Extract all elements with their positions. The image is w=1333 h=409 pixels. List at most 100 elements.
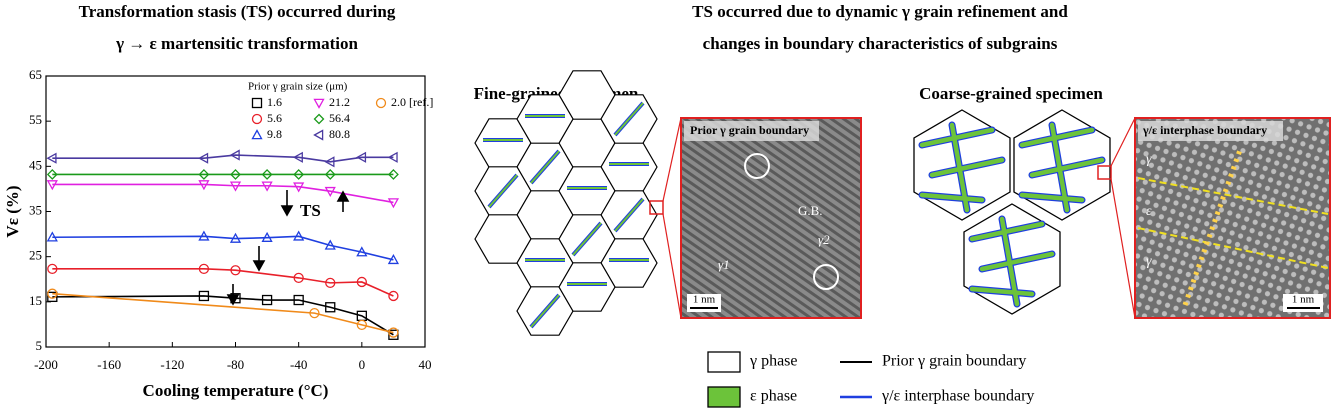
data-point (387, 169, 399, 180)
legend-label: 80.8 (329, 127, 350, 141)
series-line (52, 292, 394, 334)
annotation: TS (300, 201, 321, 220)
legend-label: 9.8 (267, 127, 282, 141)
data-point (293, 182, 305, 193)
data-point (293, 294, 304, 306)
data-point (325, 277, 336, 289)
scale-label: 1 nm (1292, 294, 1315, 306)
data-point (198, 290, 210, 302)
phase-legend: γ phase ε phase Prior γ grain boundary γ… (707, 351, 1034, 408)
series-line (52, 295, 394, 336)
y-tick-label: 25 (29, 248, 42, 263)
y-tick-label: 65 (29, 67, 42, 82)
legend-label: 56.4 (329, 111, 350, 125)
data-point (229, 232, 242, 243)
fine-tem-image: Prior γ grain boundary G.B. γ1 γ2 1 nm (680, 117, 862, 319)
data-point (47, 288, 58, 299)
chart-title: γ → ε martensitic transformation (115, 34, 358, 53)
data-point (198, 169, 210, 180)
legend-title: Prior γ grain size (μm) (248, 81, 348, 93)
data-point (324, 156, 335, 168)
data-point (46, 169, 58, 180)
data-point (292, 151, 303, 163)
zoom-line (662, 213, 682, 319)
data-point (324, 186, 336, 198)
data-point (325, 302, 336, 313)
x-tick-label: -200 (34, 357, 58, 372)
data-point (198, 230, 210, 241)
panel-title: changes in boundary characteristics of s… (703, 34, 1058, 53)
legend-label: γ phase (749, 353, 798, 370)
zoom-box (1097, 165, 1112, 180)
data-point (324, 239, 336, 250)
data-point (47, 291, 58, 303)
data-point (46, 180, 58, 191)
data-point (198, 152, 209, 164)
data-point (229, 149, 240, 161)
series-line (52, 268, 394, 297)
data-point (387, 253, 400, 265)
series-line (52, 154, 394, 163)
legend-label: 21.2 (329, 95, 350, 109)
y-axis-label: Vε (%) (3, 185, 22, 237)
y-tick-label: 15 (29, 293, 42, 308)
data-point (198, 180, 210, 191)
coarse-title: Coarse-grained specimen (919, 84, 1103, 103)
data-point (356, 276, 367, 288)
coarse-tem-image: γ/ε interphase boundary γ ε γ 1 nm (1134, 117, 1331, 319)
legend-marker (251, 129, 263, 140)
y-tick-label: 55 (29, 112, 42, 127)
gb-label: G.B. (798, 203, 823, 218)
data-point (47, 263, 58, 275)
data-point (356, 246, 368, 257)
data-point (46, 152, 57, 164)
data-point (324, 169, 336, 180)
x-tick-label: -40 (290, 357, 307, 372)
data-point (261, 294, 273, 306)
grain-label: γ2 (818, 232, 830, 247)
legend-marker (251, 97, 263, 109)
data-point (293, 169, 305, 180)
phase-label: γ (1146, 152, 1152, 167)
image-label: γ/ε interphase boundary (1142, 123, 1267, 137)
grain-label: γ1 (718, 257, 730, 272)
y-tick-label: 35 (29, 202, 42, 217)
data-point (356, 319, 367, 331)
data-point (46, 231, 58, 242)
legend-label: ε phase (750, 388, 797, 405)
zoom-line (1110, 117, 1136, 167)
chart-title: Transformation stasis (TS) occurred duri… (79, 2, 396, 21)
legend-marker (313, 113, 325, 125)
arrows (226, 190, 350, 306)
panel-title: TS occurred due to dynamic γ grain refin… (692, 2, 1068, 21)
legend-marker (313, 98, 325, 109)
phase-label: ε (1146, 204, 1152, 219)
data-point (230, 265, 241, 276)
data-point (261, 231, 273, 242)
series-line (52, 235, 394, 261)
legend-label: 5.6 (267, 111, 282, 125)
data-point (261, 181, 273, 192)
x-tick-label: -120 (160, 357, 184, 372)
legend-marker (313, 129, 324, 141)
data-point (230, 169, 241, 180)
legend-marker (375, 97, 387, 109)
data-point (387, 151, 398, 163)
x-tick-label: 40 (419, 357, 432, 372)
phase-label: γ (1146, 254, 1152, 269)
data-point (388, 290, 399, 302)
y-tick-label: 45 (29, 157, 42, 172)
zoom-box (649, 200, 664, 215)
plot-frame (45, 75, 426, 348)
data-point (309, 307, 320, 319)
x-tick-label: 0 (359, 357, 366, 372)
series-line (52, 183, 394, 204)
data-point (387, 198, 400, 209)
data-point (198, 263, 210, 275)
data-point (388, 327, 399, 338)
data-point (261, 169, 273, 180)
x-axis-label: Cooling temperature (°C) (143, 381, 329, 400)
x-tick-label: -80 (227, 357, 244, 372)
coarse-grains (914, 110, 1110, 314)
x-tick-label: -160 (97, 357, 121, 372)
